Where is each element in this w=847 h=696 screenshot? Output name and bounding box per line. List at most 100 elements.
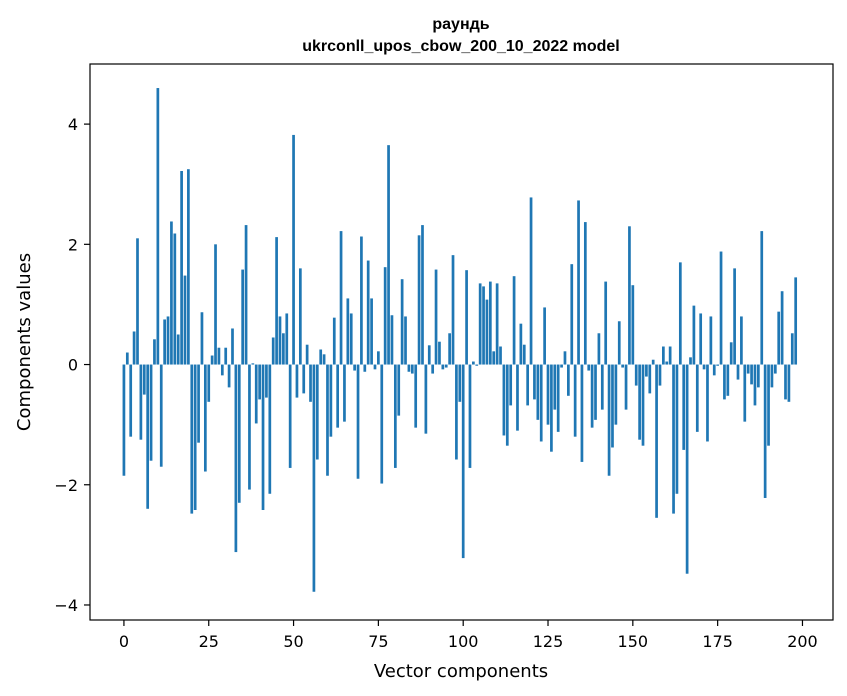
bar-89 — [424, 364, 428, 434]
bar-179 — [729, 342, 733, 365]
bar-133 — [573, 364, 577, 437]
x-tick-label: 75 — [368, 632, 388, 651]
bar-15 — [173, 233, 177, 365]
bar-81 — [397, 364, 401, 416]
bar-174 — [712, 364, 716, 376]
bar-0 — [122, 364, 126, 476]
bar-120 — [529, 197, 533, 365]
bar-124 — [543, 307, 546, 365]
bar-78 — [387, 145, 390, 365]
bar-51 — [295, 364, 299, 398]
chart-subtitle: ukrconll_upos_cbow_200_10_2022 model — [302, 38, 619, 55]
bar-82 — [400, 279, 404, 365]
bar-69 — [356, 364, 360, 479]
bar-65 — [343, 364, 346, 422]
bar-108 — [488, 281, 492, 365]
bar-26 — [210, 355, 214, 365]
bar-186 — [753, 364, 757, 406]
bar-125 — [546, 364, 550, 425]
bar-122 — [536, 364, 540, 420]
chart-title: раундь — [432, 16, 489, 33]
bar-45 — [275, 237, 278, 365]
bar-30 — [224, 347, 228, 365]
bar-190 — [767, 364, 770, 446]
bar-77 — [383, 267, 387, 365]
bar-134 — [577, 200, 580, 365]
bar-44 — [271, 337, 275, 365]
bar-38 — [251, 363, 255, 365]
bar-14 — [170, 221, 173, 365]
bar-20 — [190, 364, 194, 514]
bar-36 — [244, 225, 248, 365]
bar-155 — [648, 364, 652, 394]
bar-139 — [594, 364, 597, 420]
bar-169 — [695, 364, 699, 432]
bar-180 — [733, 268, 736, 365]
bar-123 — [539, 364, 543, 442]
bar-143 — [607, 364, 611, 476]
bar-17 — [180, 170, 183, 365]
bar-178 — [726, 364, 730, 396]
bar-83 — [404, 316, 407, 365]
bar-12 — [163, 319, 166, 365]
bar-106 — [482, 286, 485, 365]
bar-49 — [288, 364, 292, 468]
bar-109 — [492, 351, 496, 365]
bar-33 — [234, 364, 238, 553]
bar-196 — [787, 364, 791, 402]
bar-68 — [353, 364, 356, 371]
bar-1 — [125, 352, 129, 365]
bar-90 — [427, 345, 431, 365]
bar-191 — [770, 364, 774, 388]
bar-101 — [465, 270, 468, 365]
bar-148 — [624, 364, 628, 410]
bar-4 — [136, 238, 139, 365]
bar-48 — [285, 313, 289, 365]
bar-55 — [309, 364, 312, 402]
bar-29 — [220, 364, 224, 376]
bar-105 — [478, 283, 482, 365]
bar-192 — [773, 364, 777, 374]
bar-153 — [641, 364, 645, 446]
bar-194 — [780, 291, 784, 365]
bar-84 — [407, 364, 411, 372]
bar-50 — [292, 134, 295, 365]
bar-16 — [176, 334, 180, 365]
bar-46 — [278, 316, 282, 365]
bar-147 — [621, 364, 625, 368]
bar-18 — [183, 275, 187, 365]
bar-189 — [763, 364, 767, 498]
bar-118 — [522, 344, 526, 365]
bar-183 — [743, 364, 747, 422]
bar-195 — [784, 364, 787, 400]
bar-132 — [570, 264, 574, 365]
bar-72 — [366, 260, 370, 365]
x-tick-label: 50 — [283, 632, 303, 651]
bar-32 — [231, 328, 234, 365]
bar-22 — [197, 364, 200, 443]
x-tick-label: 175 — [702, 632, 733, 651]
bar-141 — [600, 364, 604, 410]
bar-157 — [655, 364, 658, 518]
bar-110 — [495, 283, 499, 365]
bar-28 — [217, 347, 221, 365]
bar-149 — [628, 226, 631, 365]
bar-97 — [451, 255, 455, 365]
bar-197 — [790, 333, 794, 365]
x-axis-ticks: 0 25 50 75 100 125 150 175 200 — [119, 620, 818, 651]
bar-8 — [149, 364, 153, 461]
y-tick-label: 0 — [68, 356, 78, 375]
bar-126 — [550, 364, 553, 452]
bar-57 — [315, 364, 319, 460]
bar-166 — [685, 364, 689, 574]
x-tick-label: 100 — [448, 632, 479, 651]
bar-173 — [709, 316, 713, 365]
bar-11 — [159, 364, 163, 467]
bar-176 — [719, 251, 723, 365]
bar-145 — [614, 364, 618, 425]
y-tick-label: −2 — [54, 476, 78, 495]
bar-162 — [672, 364, 675, 514]
bar-135 — [580, 364, 584, 462]
bar-43 — [268, 364, 272, 494]
